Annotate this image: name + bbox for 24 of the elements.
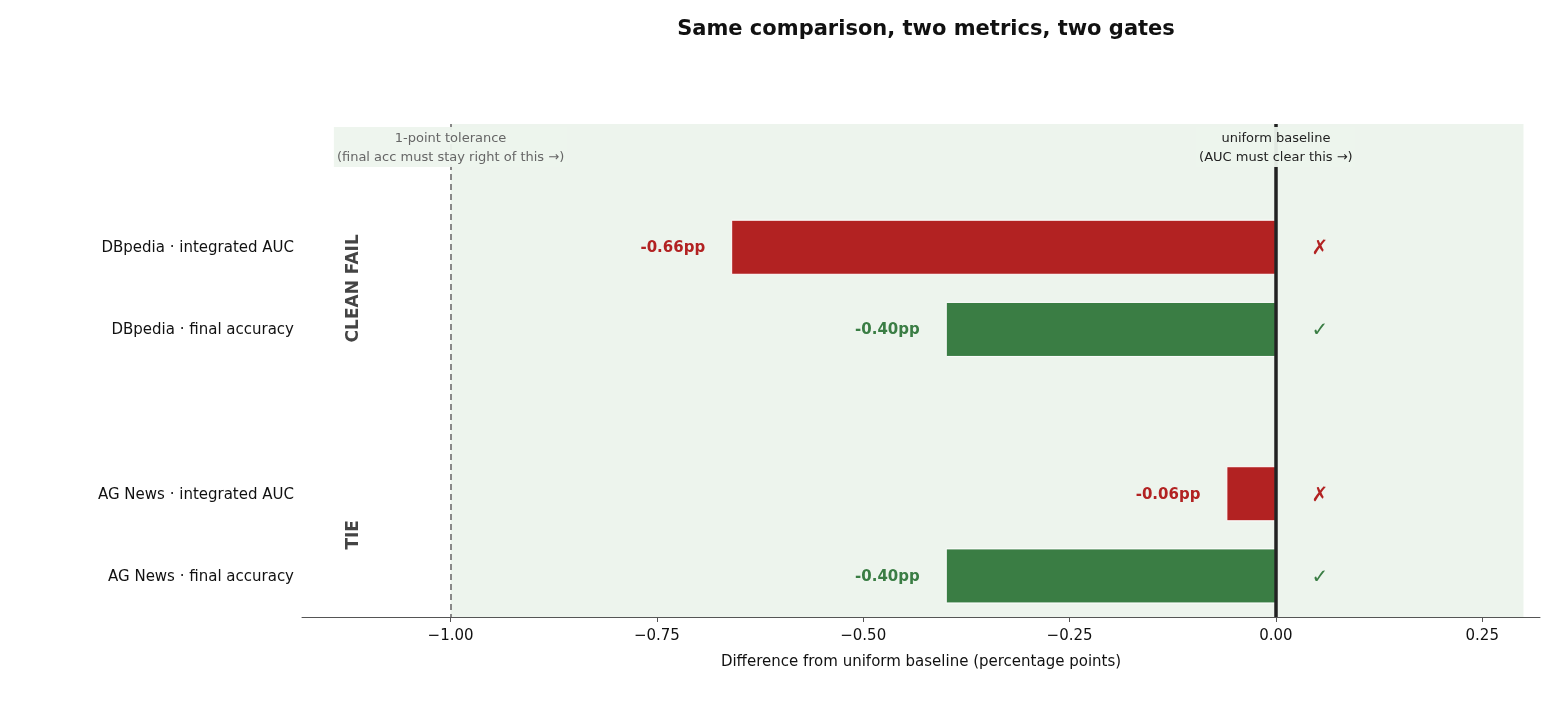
- y-tick-label: AG News · final accuracy: [108, 566, 295, 585]
- data-label: -0.06pp: [1135, 484, 1201, 503]
- x-tick-label: 0.25: [1465, 625, 1499, 644]
- data-label: -0.40pp: [855, 320, 921, 339]
- x-tick-label: −1.00: [427, 625, 474, 644]
- chart-title: Same comparison, two metrics, two gates: [677, 15, 1175, 40]
- x-tick-label: −0.25: [1046, 625, 1093, 644]
- annotation: ✓: [1311, 317, 1329, 342]
- annotation: CLEAN FAIL: [342, 234, 362, 343]
- data-label: -0.66pp: [640, 238, 706, 257]
- y-tick-label: AG News · integrated AUC: [97, 484, 294, 503]
- y-tick-label: DBpedia · integrated AUC: [101, 238, 294, 257]
- x-tick-label: 0.00: [1259, 625, 1293, 644]
- x-tick-label: −0.50: [840, 625, 887, 644]
- annotation: ✗: [1311, 481, 1329, 506]
- annotation: TIE: [342, 520, 362, 550]
- y-tick-label: DBpedia · final accuracy: [111, 320, 295, 339]
- data-label: -0.40pp: [855, 566, 921, 585]
- annotation: ✓: [1311, 563, 1329, 588]
- annotation: ✗: [1311, 235, 1329, 260]
- ref-line-label: uniform baseline (AUC must clear this →): [1199, 130, 1353, 164]
- ref-line-label: 1-point tolerance (final acc must stay right of this →): [336, 130, 565, 164]
- x-tick-label: −0.75: [633, 625, 680, 644]
- x-axis-title: Difference from uniform baseline (percentage points): [720, 651, 1122, 670]
